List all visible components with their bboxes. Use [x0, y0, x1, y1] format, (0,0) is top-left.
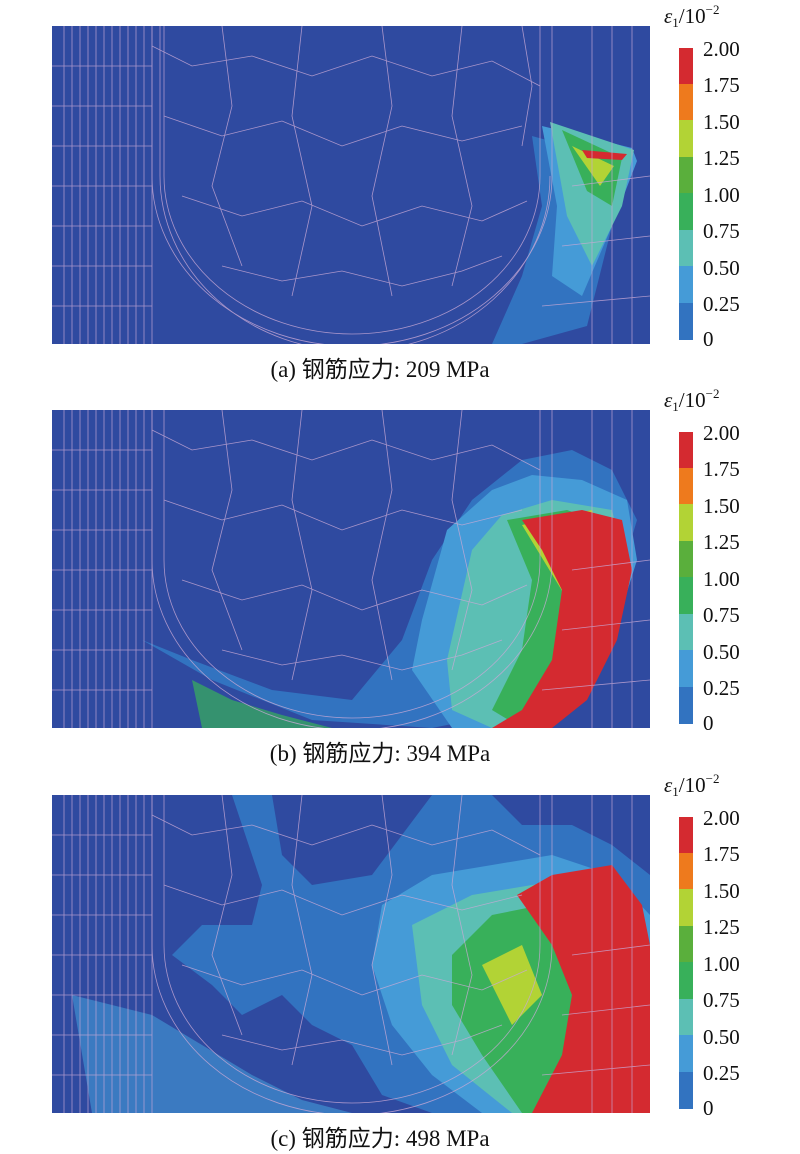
color-swatch	[679, 432, 693, 469]
legend-subscript: 1	[672, 15, 679, 30]
legend-tick: 0	[703, 327, 714, 351]
legend-symbol: ε	[664, 388, 673, 412]
color-swatch	[679, 650, 693, 687]
legend-tick: 1.75	[703, 457, 740, 481]
legend-symbol: ε	[664, 4, 673, 28]
color-swatch	[679, 999, 693, 1036]
strain-contour-plot-c	[52, 795, 650, 1113]
legend-tick: 0.75	[703, 988, 740, 1012]
legend-base: 10	[684, 773, 706, 797]
color-swatch	[679, 84, 693, 121]
strain-zone-edge	[192, 680, 332, 728]
color-swatch	[679, 614, 693, 651]
strain-contour-svg-b	[52, 410, 650, 728]
legend-subscript: 1	[672, 784, 679, 799]
legend-base: 10	[684, 4, 706, 28]
legend-tick: 1.00	[703, 183, 740, 207]
legend-tick: 1.75	[703, 842, 740, 866]
color-swatch	[679, 541, 693, 578]
color-swatch	[679, 303, 693, 340]
color-swatch	[679, 504, 693, 541]
color-swatch	[679, 1072, 693, 1109]
color-swatch	[679, 926, 693, 963]
color-swatch	[679, 468, 693, 505]
legend-tick: 0	[703, 1096, 714, 1120]
legend-symbol: ε	[664, 773, 673, 797]
strain-zone-yellow	[482, 945, 542, 1025]
contour-panel-a: ε1/10−2 2.00 1.75 1.50 1.25 1.00 0.75 0.…	[0, 0, 800, 385]
legend-title: ε1/10−2	[664, 771, 719, 800]
color-swatch	[679, 120, 693, 157]
legend-tick: 1.25	[703, 915, 740, 939]
fe-mesh	[52, 26, 650, 344]
legend-tick: 1.50	[703, 494, 740, 518]
legend-tick: 1.00	[703, 567, 740, 591]
strain-contour-svg-c	[52, 795, 650, 1113]
color-swatch	[679, 853, 693, 890]
legend-tick: 2.00	[703, 806, 740, 830]
color-scale	[679, 432, 693, 724]
legend-tick: 0	[703, 711, 714, 735]
legend-tick: 0.75	[703, 603, 740, 627]
legend-subscript: 1	[672, 399, 679, 414]
contour-panel-c: ε1/10−2 2.00 1.75 1.50 1.25 1.00 0.75 0.…	[0, 769, 800, 1154]
color-swatch	[679, 1035, 693, 1072]
panel-caption: (a) 钢筋应力: 209 MPa	[270, 357, 490, 382]
fe-mesh	[52, 795, 650, 1113]
legend-exponent: −2	[705, 771, 720, 786]
strain-contour-plot-b	[52, 410, 650, 728]
legend-tick: 0.50	[703, 640, 740, 664]
legend-tick: 0.25	[703, 292, 740, 316]
legend-exponent: −2	[705, 386, 720, 401]
legend-title: ε1/10−2	[664, 386, 719, 415]
legend-tick: 0.25	[703, 676, 740, 700]
color-swatch	[679, 687, 693, 724]
strain-zone-red	[517, 865, 650, 1113]
panel-caption: (c) 钢筋应力: 498 MPa	[270, 1126, 490, 1151]
color-swatch	[679, 193, 693, 230]
legend-tick: 2.00	[703, 37, 740, 61]
legend-base: 10	[684, 388, 706, 412]
color-swatch	[679, 48, 693, 85]
color-scale	[679, 48, 693, 340]
legend-tick: 1.25	[703, 530, 740, 554]
legend-slash: /	[678, 388, 685, 412]
legend-tick: 0.50	[703, 1025, 740, 1049]
strain-zone-red	[582, 150, 627, 160]
legend-title: ε1/10−2	[664, 2, 719, 31]
legend-tick: 0.75	[703, 219, 740, 243]
legend-tick: 0.25	[703, 1061, 740, 1085]
strain-zone-yellow	[572, 146, 614, 186]
color-swatch	[679, 157, 693, 194]
color-swatch	[679, 817, 693, 854]
legend-tick: 1.25	[703, 146, 740, 170]
strain-zone-edge	[72, 995, 352, 1113]
legend-tick: 1.50	[703, 879, 740, 903]
legend-exponent: −2	[705, 2, 720, 17]
contour-panel-b: ε1/10−2 2.00 1.75 1.50 1.25 1.00 0.75 0.…	[0, 384, 800, 769]
color-swatch	[679, 889, 693, 926]
strain-contour-plot-a	[52, 26, 650, 344]
color-scale	[679, 817, 693, 1109]
legend-slash: /	[678, 4, 685, 28]
color-swatch	[679, 266, 693, 303]
legend-slash: /	[678, 773, 685, 797]
color-swatch	[679, 230, 693, 267]
color-swatch	[679, 962, 693, 999]
legend-tick: 1.00	[703, 952, 740, 976]
legend-tick: 0.50	[703, 256, 740, 280]
legend-tick: 2.00	[703, 421, 740, 445]
legend-tick: 1.50	[703, 110, 740, 134]
strain-contour-svg-a	[52, 26, 650, 344]
color-swatch	[679, 577, 693, 614]
strain-zone-red	[492, 510, 632, 728]
fe-mesh	[52, 410, 650, 728]
legend-tick: 1.75	[703, 73, 740, 97]
panel-caption: (b) 钢筋应力: 394 MPa	[269, 741, 491, 766]
